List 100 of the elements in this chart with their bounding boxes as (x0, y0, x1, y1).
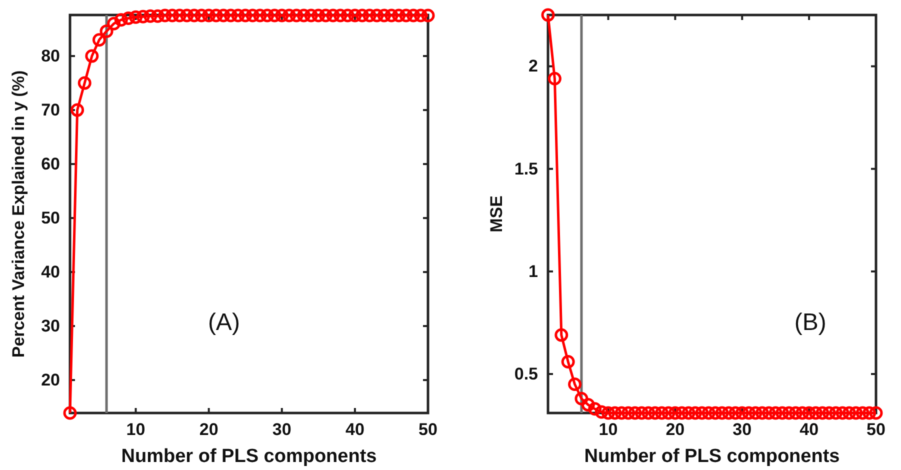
point (675, 406, 689, 420)
point (682, 406, 696, 420)
x-tick-label: 40 (800, 420, 819, 440)
y-axis-title: Percent Variance Explained in y (%) (9, 70, 28, 358)
y-tick-label: 1 (528, 262, 538, 281)
point (122, 12, 136, 25)
point (622, 406, 636, 420)
x-tick-label: 50 (866, 420, 886, 440)
point (304, 8, 318, 22)
point (318, 8, 332, 22)
point (588, 402, 602, 416)
point (816, 406, 830, 420)
point (340, 8, 354, 22)
point (762, 406, 776, 420)
point (601, 406, 615, 420)
point (260, 8, 274, 22)
y-tick-label: 2 (528, 56, 538, 76)
y-tick-label: 50 (41, 208, 60, 228)
point (688, 406, 702, 420)
point (209, 8, 223, 22)
point (614, 406, 628, 420)
point (85, 49, 99, 63)
point (742, 406, 756, 420)
point (695, 406, 709, 420)
x-axis-title: Number of PLS components (121, 446, 377, 467)
point (107, 16, 121, 30)
point (312, 8, 326, 22)
point (92, 33, 106, 47)
point (628, 406, 642, 420)
x-tick-label: 50 (418, 420, 438, 440)
point (668, 406, 682, 420)
x-tick-label: 40 (345, 420, 364, 440)
point (708, 406, 722, 420)
point (180, 8, 194, 22)
point (290, 8, 304, 22)
y-tick-label: 60 (41, 154, 60, 174)
point (608, 406, 622, 420)
y-tick-label: 30 (41, 316, 60, 336)
point (100, 24, 114, 38)
point (275, 8, 289, 22)
point (776, 406, 790, 420)
point (355, 8, 369, 22)
point (406, 8, 420, 22)
y-tick-label: 40 (41, 262, 60, 282)
point (594, 405, 608, 419)
point (735, 406, 749, 420)
point (722, 406, 736, 420)
point (78, 76, 92, 90)
point (144, 9, 158, 23)
point (869, 406, 883, 420)
point (856, 406, 870, 420)
point (655, 406, 669, 420)
point (822, 406, 836, 420)
point (194, 8, 208, 22)
point (548, 72, 562, 86)
x-tick-label: 10 (598, 420, 618, 440)
point (581, 398, 595, 412)
y-tick-label: 1.5 (514, 159, 538, 178)
x-tick-label: 20 (666, 420, 685, 440)
point (129, 10, 143, 24)
x-tick-label: 30 (272, 420, 292, 440)
point (326, 8, 340, 22)
point (246, 8, 260, 22)
point (334, 8, 348, 22)
point (642, 406, 656, 420)
point (421, 8, 435, 22)
point (849, 406, 863, 420)
point (166, 8, 180, 22)
point (748, 406, 762, 420)
point (829, 406, 843, 420)
point (768, 406, 782, 420)
y-tick-label: 0.5 (514, 364, 538, 384)
point (796, 406, 810, 420)
point (136, 10, 150, 24)
point (568, 378, 582, 392)
point (392, 8, 406, 22)
point (648, 406, 662, 420)
point (715, 406, 729, 420)
point (63, 406, 77, 420)
point (150, 9, 164, 23)
point (282, 8, 296, 22)
annotation: (B) (794, 309, 826, 336)
point (561, 354, 575, 368)
point (377, 8, 391, 22)
point (836, 406, 850, 420)
point (842, 406, 856, 420)
x-axis-title: Number of PLS components (584, 446, 840, 467)
y-tick-label: 20 (41, 370, 60, 390)
point (238, 8, 252, 22)
point (802, 406, 816, 420)
point (728, 406, 742, 420)
point (297, 8, 311, 22)
point (755, 406, 769, 420)
y-tick-label: 80 (41, 46, 60, 66)
point (362, 8, 376, 22)
annotation: (A) (208, 309, 240, 336)
point (554, 328, 568, 342)
point (268, 8, 282, 22)
y-axis-title: MSE (487, 196, 506, 232)
point (158, 8, 172, 22)
